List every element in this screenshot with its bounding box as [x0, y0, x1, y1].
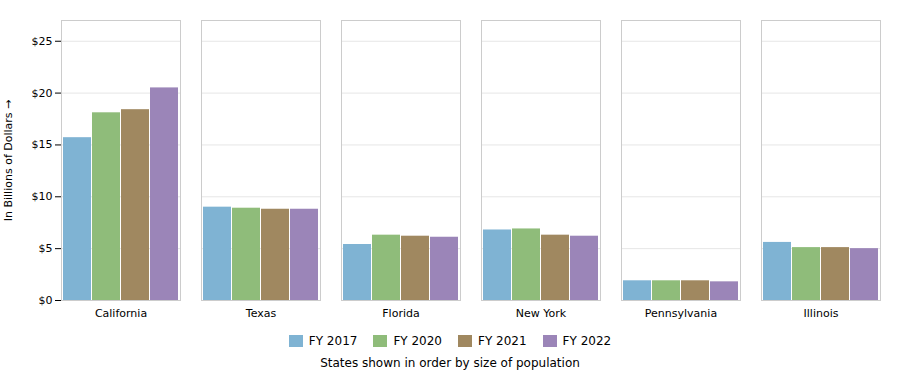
- html-text:States shown in order by size: States shown in order by size of populat…: [320, 356, 580, 370]
- svg-text:$15: $15: [32, 138, 53, 151]
- html-text:FY 2017: FY 2017: [308, 334, 358, 348]
- svg-text:In Billions of Dollars →: In Billions of Dollars →: [2, 100, 15, 222]
- svg-text:New York: New York: [516, 307, 567, 320]
- html-text:FY 2022: FY 2022: [562, 334, 612, 348]
- svg-text:$5: $5: [39, 242, 53, 255]
- html-text:FY 2020: FY 2020: [393, 334, 442, 348]
- svg-text:$0: $0: [39, 294, 53, 307]
- svg-text:Florida: Florida: [382, 307, 419, 320]
- html-text:FY 2021: FY 2021: [478, 334, 527, 348]
- svg-text:Illinois: Illinois: [804, 307, 839, 320]
- svg-text:Pennsylvania: Pennsylvania: [645, 307, 717, 320]
- svg-text:$20: $20: [32, 87, 53, 100]
- svg-text:$25: $25: [32, 35, 53, 48]
- svg-text:$10: $10: [32, 190, 53, 203]
- svg-text:California: California: [95, 307, 147, 320]
- svg-text:Texas: Texas: [245, 307, 277, 320]
